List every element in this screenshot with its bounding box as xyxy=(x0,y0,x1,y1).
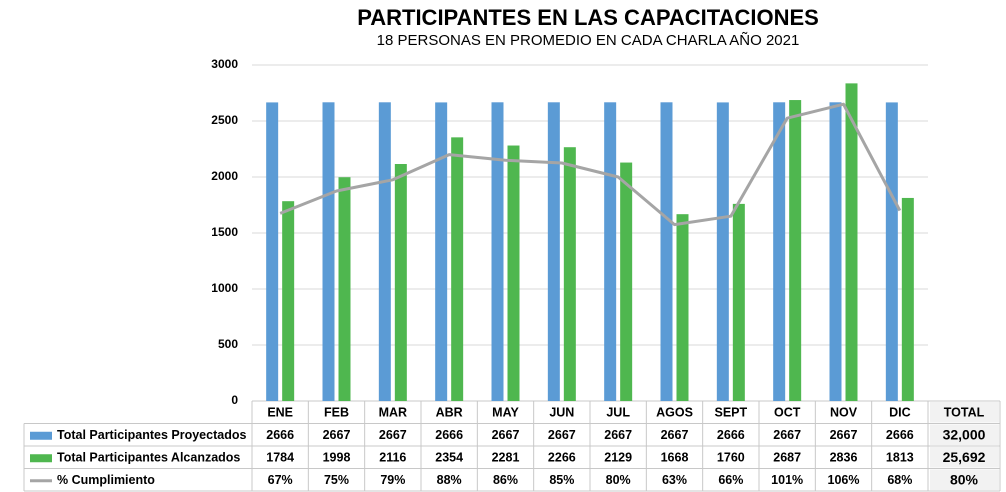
x-tick-label: MAR xyxy=(379,406,407,420)
y-tick-label: 1000 xyxy=(211,281,238,295)
table-value: 66% xyxy=(718,473,743,487)
table-value: 2266 xyxy=(548,451,576,465)
bar xyxy=(338,177,351,401)
total-header: TOTAL xyxy=(944,406,985,420)
bar xyxy=(660,102,673,402)
table-value: 106% xyxy=(828,473,860,487)
table-value: 2667 xyxy=(492,428,520,442)
bar xyxy=(282,201,295,401)
table-value: 2667 xyxy=(548,428,576,442)
total-value: 25,692 xyxy=(943,449,986,465)
table-value: 2666 xyxy=(266,428,294,442)
table-value: 2667 xyxy=(604,428,632,442)
total-header-bg xyxy=(930,402,999,423)
bar xyxy=(266,102,279,402)
x-tick-label: AGOS xyxy=(656,406,693,420)
table-value: 86% xyxy=(493,473,518,487)
bar xyxy=(507,145,520,401)
table-value: 85% xyxy=(549,473,574,487)
legend-label: Total Participantes Proyectados xyxy=(57,428,246,442)
legend-label: % Cumplimiento xyxy=(57,473,155,487)
table-value: 75% xyxy=(324,473,349,487)
table-value: 1998 xyxy=(323,451,351,465)
bar xyxy=(732,203,745,401)
table-value: 2667 xyxy=(773,428,801,442)
table-value: 2281 xyxy=(492,451,520,465)
bar xyxy=(901,197,914,401)
y-tick-label: 2500 xyxy=(211,113,238,127)
chart-title: PARTICIPANTES EN LAS CAPACITACIONES xyxy=(357,5,819,30)
table-value: 2667 xyxy=(661,428,689,442)
bar xyxy=(604,102,617,402)
y-tick-label: 500 xyxy=(218,337,238,351)
table-value: 2129 xyxy=(604,451,632,465)
x-tick-label: OCT xyxy=(774,406,801,420)
y-tick-label: 3000 xyxy=(211,57,238,71)
x-tick-label: DIC xyxy=(889,406,911,420)
table-value: 101% xyxy=(771,473,803,487)
x-tick-label: JUN xyxy=(549,406,574,420)
bar xyxy=(451,137,464,402)
legend-swatch xyxy=(30,431,52,440)
legend-swatch xyxy=(30,454,52,463)
bar xyxy=(885,102,898,402)
table-value: 2666 xyxy=(717,428,745,442)
table-value: 80% xyxy=(606,473,631,487)
total-value: 32,000 xyxy=(943,426,986,442)
x-tick-label: ABR xyxy=(436,406,463,420)
table-value: 63% xyxy=(662,473,687,487)
x-tick-label: NOV xyxy=(830,406,858,420)
x-tick-label: JUL xyxy=(606,406,630,420)
bar xyxy=(620,162,633,401)
bar xyxy=(435,102,448,402)
table-value: 2666 xyxy=(435,428,463,442)
table-value: 1760 xyxy=(717,451,745,465)
table-value: 1784 xyxy=(266,451,294,465)
bar xyxy=(322,102,335,402)
line xyxy=(279,102,902,227)
table-value: 1668 xyxy=(661,451,689,465)
bar xyxy=(716,102,729,402)
bar xyxy=(845,83,858,402)
y-tick-label: 2000 xyxy=(211,169,238,183)
table-value: 2354 xyxy=(435,451,463,465)
bar xyxy=(789,100,802,401)
x-tick-label: FEB xyxy=(324,406,349,420)
total-bg xyxy=(930,469,999,490)
x-tick-label: MAY xyxy=(492,406,519,420)
chart-subtitle: 18 PERSONAS EN PROMEDIO EN CADA CHARLA A… xyxy=(377,32,800,49)
bar xyxy=(378,102,391,402)
bar xyxy=(676,214,689,401)
table-value: 2687 xyxy=(773,451,801,465)
bar xyxy=(829,102,842,402)
y-tick-label: 0 xyxy=(231,393,238,407)
table-value: 2667 xyxy=(323,428,351,442)
table-value: 2666 xyxy=(886,428,914,442)
total-bg xyxy=(930,447,999,468)
total-bg xyxy=(930,424,999,445)
bar xyxy=(773,102,786,402)
y-tick-label: 1500 xyxy=(211,225,238,239)
table-value: 67% xyxy=(268,473,293,487)
table-value: 2667 xyxy=(830,428,858,442)
bar xyxy=(563,147,576,401)
table-value: 2667 xyxy=(379,428,407,442)
total-value: 80% xyxy=(950,471,979,487)
table-value: 68% xyxy=(887,473,912,487)
x-tick-label: ENE xyxy=(267,406,293,420)
table-value: 88% xyxy=(437,473,462,487)
table-value: 1813 xyxy=(886,451,914,465)
table-value: 2836 xyxy=(830,451,858,465)
table-value: 79% xyxy=(380,473,405,487)
x-tick-label: SEPT xyxy=(715,406,748,420)
bar xyxy=(394,164,407,401)
table-value: 2116 xyxy=(379,451,406,465)
bar xyxy=(491,102,504,402)
bar xyxy=(547,102,560,402)
legend-label: Total Participantes Alcanzados xyxy=(57,451,240,465)
